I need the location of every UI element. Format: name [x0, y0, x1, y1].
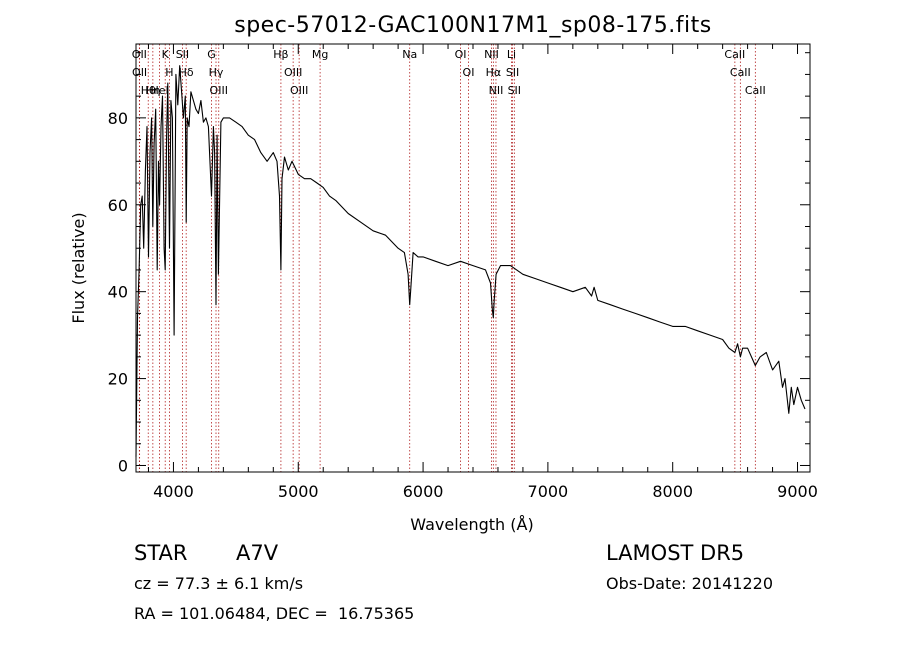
spectral-line-label: CaII [745, 84, 766, 97]
y-tick-label: 60 [108, 196, 128, 215]
spectral-line-label: SII [506, 66, 519, 79]
x-tick-label: 8000 [652, 482, 693, 501]
spectral-line-label: SII [508, 84, 521, 97]
spectral-line-label: OIII [210, 84, 228, 97]
x-tick-label: 7000 [528, 482, 569, 501]
spectral-line-label: K [162, 48, 170, 61]
spectral-line-label: Na [402, 48, 417, 61]
spectral-line-label: OII [132, 66, 147, 79]
spectrum-series-line [135, 65, 806, 457]
plot-frame [135, 43, 811, 473]
subclass: A7V [236, 541, 279, 565]
spectral-line-label: Hθ [141, 84, 156, 97]
spectral-line-label: SII [176, 48, 189, 61]
spectral-line-label: Hα [486, 66, 502, 79]
spectral-line-label: CaII [730, 66, 751, 79]
spectral-line-label: OIII [290, 84, 308, 97]
spectral-line-label: Hγ [209, 66, 224, 79]
chart-title: spec-57012-GAC100N17M1_sp08-175.fits [234, 13, 712, 38]
spectral-line-label: G [207, 48, 216, 61]
obs-date: Obs-Date: 20141220 [606, 574, 774, 593]
redshift-value: cz = 77.3 ± 6.1 km/s [134, 574, 304, 593]
spectral-line-label: NII [484, 48, 499, 61]
spectral-line-label: Hβ [273, 48, 288, 61]
x-tick-label: 6000 [403, 482, 444, 501]
spectral-line-label: NII [489, 84, 504, 97]
coordinates: RA = 101.06484, DEC = 16.75365 [134, 604, 415, 623]
y-tick-label: 0 [118, 456, 128, 475]
spectral-line-label: OI [463, 66, 475, 79]
survey-name: LAMOST DR5 [606, 541, 745, 565]
spectral-line-label: OI [455, 48, 467, 61]
x-tick-label: 5000 [278, 482, 319, 501]
spectral-line-label: OIII [284, 66, 302, 79]
y-tick-label: 20 [108, 370, 128, 389]
spectral-line-label: CaII [724, 48, 745, 61]
y-tick-label: 40 [108, 283, 128, 302]
spectral-line-label: OII [132, 48, 147, 61]
x-tick-label: 4000 [153, 482, 194, 501]
y-tick-label: 80 [108, 109, 128, 128]
x-axis-label: Wavelength (Å) [410, 515, 533, 534]
x-tick-label: 9000 [777, 482, 818, 501]
spectral-line-label: Mg [312, 48, 328, 61]
spectral-line-label: Li [507, 48, 516, 61]
y-axis-label: Flux (relative) [69, 212, 88, 323]
object-class: STAR [134, 541, 188, 565]
spectral-line-label: HeI [150, 84, 168, 97]
spectral-line-label: H [165, 66, 173, 79]
spectral-line-label: Hδ [179, 66, 194, 79]
spectral-line-label: Hη [145, 84, 160, 97]
